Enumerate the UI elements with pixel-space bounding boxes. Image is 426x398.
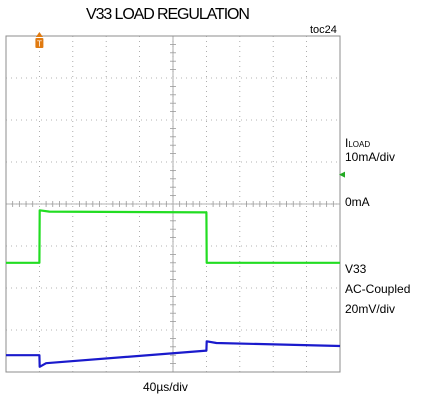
iload-offset-arrow-icon (339, 171, 345, 178)
trigger-arrow-icon (35, 32, 43, 37)
iload-scale: 10mA/div (345, 150, 396, 164)
trace-v33 (6, 340, 341, 368)
v33-scale: 20mV/div (345, 302, 396, 316)
grid (5, 35, 341, 373)
trace-iload (6, 209, 340, 264)
x-scale-label: 40µs/div (143, 380, 188, 394)
trigger-marker-label: T (37, 40, 42, 49)
chart-title: V33 LOAD REGULATION (86, 6, 250, 23)
trigger-marker-box (35, 38, 44, 48)
markers: T (35, 32, 345, 178)
figure-tag: toc24 (310, 24, 337, 36)
iload-zero-label: 0mA (345, 195, 370, 209)
v33-coupling: AC-Coupled (345, 282, 411, 296)
traces (6, 209, 341, 368)
iload-label: ILOAD (345, 136, 371, 150)
v33-label: V33 (345, 262, 367, 276)
